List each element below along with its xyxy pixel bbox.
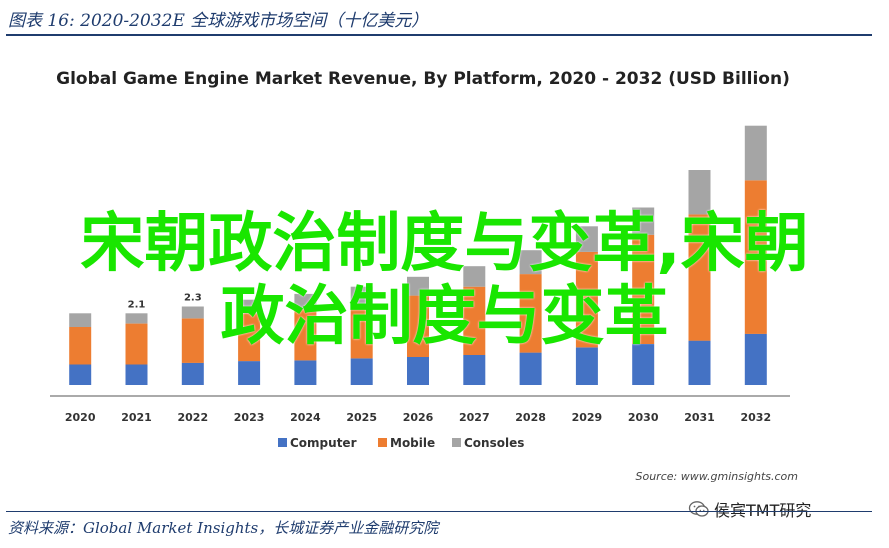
figure-source: 资料来源：Global Market Insights，长城证券产业金融研究院 <box>8 519 439 537</box>
x-tick-2024: 2024 <box>290 411 321 424</box>
bar-computer-2022 <box>181 362 204 385</box>
bar-computer-2025 <box>350 358 373 385</box>
legend-label-computer: Computer <box>290 436 357 450</box>
x-tick-2020: 2020 <box>65 411 96 424</box>
stacked-bar-chart: Global Game Engine Market Revenue, By Pl… <box>50 69 798 483</box>
bar-consoles-2029 <box>575 226 598 252</box>
data-label-2021: 2.1 <box>128 299 146 310</box>
x-tick-2028: 2028 <box>515 411 546 424</box>
bar-mobile-2031 <box>688 214 711 341</box>
bar-computer-2021 <box>125 364 148 385</box>
legend: Computer Mobile Consoles <box>278 436 524 450</box>
overlay-text-line-2: 政治制度与变革 <box>220 280 669 354</box>
bar-mobile-2026 <box>407 295 429 357</box>
x-tick-2022: 2022 <box>177 411 208 424</box>
chart-title: Global Game Engine Market Revenue, By Pl… <box>56 69 790 89</box>
bar-consoles-2027 <box>463 266 486 287</box>
x-tick-2023: 2023 <box>234 411 265 424</box>
legend-item-mobile: Mobile <box>378 436 435 450</box>
legend-swatch-mobile <box>378 438 387 447</box>
bar-consoles-2031 <box>688 170 711 215</box>
overlay-text-line-1: 宋朝政治制度与变革,宋朝 <box>80 207 809 281</box>
legend-item-computer: Computer <box>278 436 357 450</box>
legend-swatch-computer <box>278 438 287 447</box>
bar-mobile-2022 <box>181 318 204 363</box>
bar-consoles-2026 <box>407 276 429 296</box>
x-tick-2026: 2026 <box>403 411 434 424</box>
bar-computer-2026 <box>407 357 429 385</box>
bars-layer <box>69 125 767 385</box>
top-rule <box>6 34 872 36</box>
bar-computer-2023 <box>238 361 261 385</box>
bar-computer-2028 <box>519 352 542 385</box>
bar-computer-2031 <box>688 340 711 385</box>
bar-mobile-2025 <box>350 303 373 359</box>
legend-label-mobile: Mobile <box>390 436 435 450</box>
bar-computer-2030 <box>632 344 655 385</box>
bar-consoles-2024 <box>294 293 317 310</box>
bar-consoles-2022 <box>181 306 204 319</box>
watermark-text: 侯宾TMT研究 <box>714 501 812 520</box>
x-tick-2029: 2029 <box>572 411 603 424</box>
legend-swatch-consoles <box>452 438 461 447</box>
bar-consoles-2025 <box>350 286 373 304</box>
data-label-2022: 2.3 <box>184 293 202 304</box>
bar-mobile-2027 <box>463 286 486 355</box>
bar-consoles-2032 <box>744 125 767 181</box>
bar-mobile-2030 <box>632 234 655 344</box>
x-tick-2032: 2032 <box>740 411 771 424</box>
x-tick-2027: 2027 <box>459 411 490 424</box>
bar-mobile-2032 <box>744 180 767 334</box>
x-tick-2031: 2031 <box>684 411 715 424</box>
bar-computer-2029 <box>575 347 598 385</box>
bar-mobile-2024 <box>294 309 317 361</box>
bar-mobile-2023 <box>238 313 261 362</box>
bar-consoles-2020 <box>69 313 92 327</box>
x-tick-labels: 2020 2021 2022 2023 2024 2025 2026 2027 2028 2029… <box>65 411 771 424</box>
bar-mobile-2021 <box>125 323 148 365</box>
bottom-rule <box>6 511 872 512</box>
bar-computer-2032 <box>744 333 767 385</box>
bar-computer-2027 <box>463 355 486 385</box>
legend-label-consoles: Consoles <box>464 436 524 450</box>
chart-source: Source: www.gminsights.com <box>635 470 798 483</box>
x-tick-2030: 2030 <box>628 411 659 424</box>
bar-consoles-2028 <box>519 250 542 275</box>
bar-consoles-2021 <box>125 313 148 324</box>
x-tick-2025: 2025 <box>346 411 377 424</box>
bar-mobile-2029 <box>575 251 598 348</box>
bar-consoles-2030 <box>632 207 655 235</box>
bar-computer-2020 <box>69 364 92 385</box>
legend-item-consoles: Consoles <box>452 436 524 450</box>
x-tick-2021: 2021 <box>121 411 152 424</box>
data-labels: 2.1 2.3 <box>128 293 202 311</box>
bar-computer-2024 <box>294 360 317 385</box>
figure-caption: 图表 16: 2020-2032E 全球游戏市场空间（十亿美元） <box>8 11 429 31</box>
bar-mobile-2028 <box>519 274 542 353</box>
bar-mobile-2020 <box>69 327 92 365</box>
bar-consoles-2023 <box>238 299 261 314</box>
